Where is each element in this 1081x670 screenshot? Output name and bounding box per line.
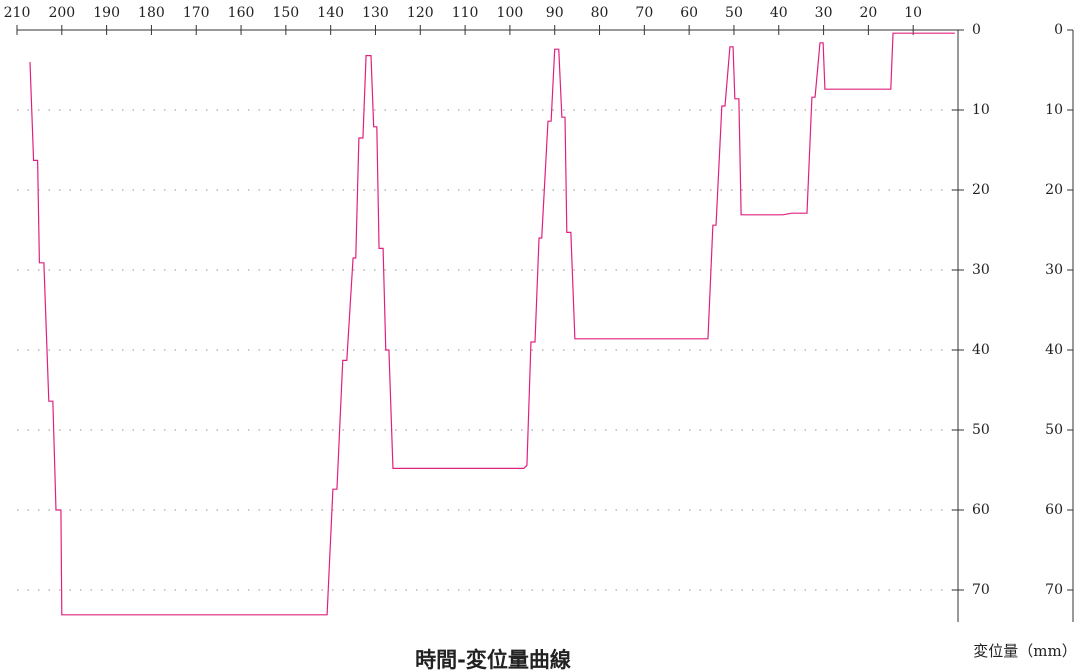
y2-tick-label: 10 xyxy=(1045,102,1063,118)
y-tick-label: 0 xyxy=(972,22,981,38)
y2-tick-label: 30 xyxy=(1045,262,1063,278)
x-tick-label: 50 xyxy=(725,5,743,21)
x-tick-label: 60 xyxy=(680,5,698,21)
x-tick-label: 160 xyxy=(228,5,255,21)
y-tick-label: 40 xyxy=(972,342,990,358)
x-tick-label: 70 xyxy=(635,5,653,21)
x-tick-label: 200 xyxy=(48,5,75,21)
x-tick-label: 10 xyxy=(904,5,922,21)
y2-tick-label: 20 xyxy=(1045,182,1063,198)
x-tick-label: 40 xyxy=(770,5,788,21)
x-tick-label: 210 xyxy=(4,5,31,21)
y2-tick-label: 60 xyxy=(1045,502,1063,518)
y2-tick-label: 50 xyxy=(1045,422,1063,438)
x-tick-label: 140 xyxy=(317,5,344,21)
y-tick-label: 10 xyxy=(972,102,990,118)
y-axis-label: 変位量（mm） xyxy=(973,642,1076,660)
x-tick-label: 20 xyxy=(859,5,877,21)
x-tick-label: 100 xyxy=(497,5,524,21)
x-tick-label: 80 xyxy=(591,5,609,21)
data-line xyxy=(29,32,955,616)
x-tick-label: 190 xyxy=(93,5,120,21)
x-tick-label: 180 xyxy=(138,5,165,21)
x-tick-label: 150 xyxy=(272,5,299,21)
y2-tick-label: 70 xyxy=(1045,582,1063,598)
x-tick-label: 30 xyxy=(815,5,833,21)
x-tick-label: 120 xyxy=(407,5,434,21)
y2-tick-label: 0 xyxy=(1054,22,1063,38)
y-tick-label: 60 xyxy=(972,502,990,518)
x-tick-label: 170 xyxy=(183,5,210,21)
x-tick-label: 90 xyxy=(546,5,564,21)
y-tick-label: 50 xyxy=(972,422,990,438)
y-tick-label: 70 xyxy=(972,582,990,598)
chart-title: 時間-変位量曲線 xyxy=(415,648,571,670)
x-tick-label: 110 xyxy=(452,5,479,21)
y2-tick-label: 40 xyxy=(1045,342,1063,358)
x-tick-label: 130 xyxy=(362,5,389,21)
y-tick-label: 20 xyxy=(972,182,990,198)
y-tick-label: 30 xyxy=(972,262,990,278)
